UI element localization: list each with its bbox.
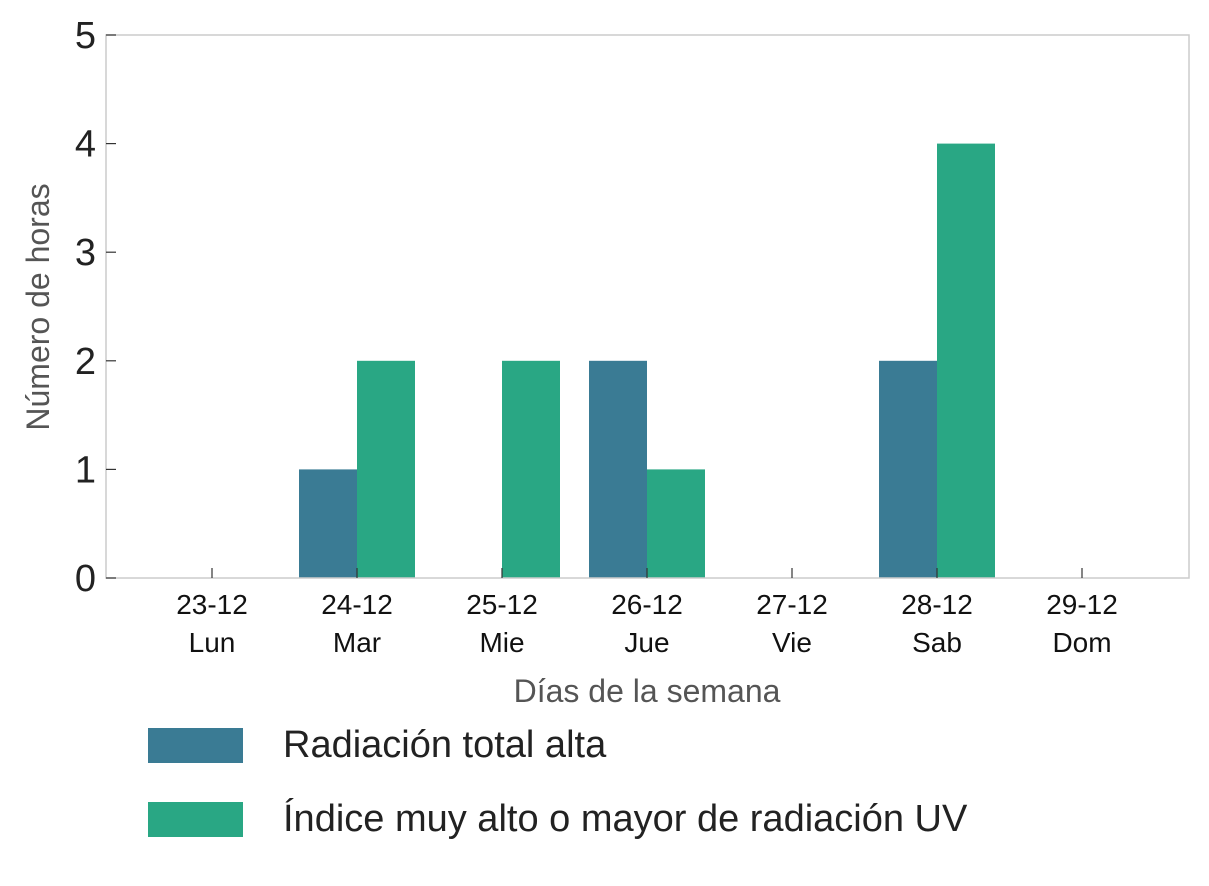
legend: Radiación total alta Índice muy alto o m… (148, 723, 968, 874)
y-tick-label: 4 (75, 124, 96, 166)
x-tick-label-date: 29-12 (1046, 589, 1118, 620)
x-tick-label-day: Mar (333, 627, 381, 658)
x-tick-label-day: Jue (624, 627, 669, 658)
bar-radiacion-total-24-12 (299, 469, 357, 578)
bars-group (299, 143, 995, 578)
x-tick-label-date: 24-12 (321, 589, 393, 620)
x-tick-label-day: Mie (479, 627, 524, 658)
x-tick-label-date: 28-12 (901, 589, 973, 620)
y-tick-label: 0 (75, 558, 96, 600)
legend-label-indice-uv: Índice muy alto o mayor de radiación UV (283, 797, 968, 840)
x-tick-label-date: 27-12 (756, 589, 828, 620)
y-axis: 0 1 2 3 4 5 (75, 15, 116, 600)
x-axis-title: Días de la semana (514, 673, 781, 709)
x-tick-label-date: 23-12 (176, 589, 248, 620)
legend-item-radiacion-total: Radiación total alta (148, 723, 967, 766)
legend-item-indice-uv: Índice muy alto o mayor de radiación UV (148, 797, 968, 840)
bar-indice-uv-28-12 (937, 143, 995, 578)
x-tick-label-date: 25-12 (466, 589, 538, 620)
x-tick-label-day: Lun (189, 627, 236, 658)
y-tick-label: 3 (75, 232, 96, 274)
x-tick-label-day: Sab (912, 627, 962, 658)
y-tick-label: 5 (75, 15, 96, 57)
bar-radiacion-total-26-12 (589, 360, 647, 578)
x-tick-label-day: Vie (772, 627, 812, 658)
y-tick-label: 2 (75, 341, 96, 383)
legend-swatch-indice-uv (148, 801, 243, 837)
bar-radiacion-total-28-12 (879, 360, 937, 578)
x-tick-label-day: Dom (1052, 627, 1111, 658)
bar-indice-uv-24-12 (357, 360, 415, 578)
x-tick-label-date: 26-12 (611, 589, 683, 620)
bar-indice-uv-25-12 (502, 360, 560, 578)
legend-label-radiacion-total: Radiación total alta (283, 723, 607, 766)
y-tick-label: 1 (75, 449, 96, 491)
bar-indice-uv-26-12 (647, 469, 705, 578)
x-axis: 23-12 Lun 24-12 Mar 25-12 Mie 26-12 Jue 27-12 Vie… (176, 568, 1118, 658)
y-axis-title: Número de horas (20, 183, 56, 430)
legend-swatch-radiacion-total (148, 727, 243, 763)
